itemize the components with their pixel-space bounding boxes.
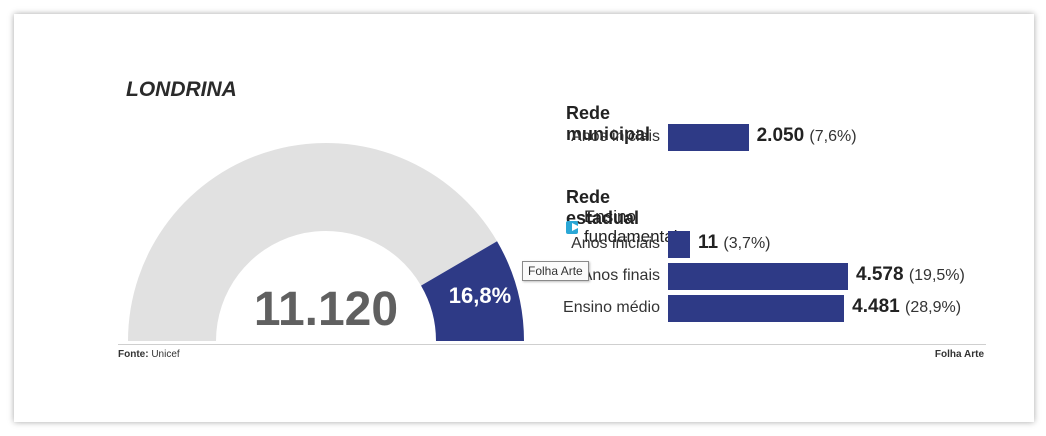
bar-subgroup-title: Ensino fundamental (566, 207, 684, 247)
bar-value: 4.481 (852, 296, 900, 317)
bar-value: 4.578 (856, 264, 904, 285)
bar-group-title: Rede estadual (566, 187, 640, 228)
play-icon (566, 220, 580, 234)
bar-percent: (19,5%) (908, 267, 965, 284)
bar-group-title: Rede municipal (566, 103, 651, 144)
bar-category-label: Anos iniciais (571, 128, 660, 145)
bar-value-label: 4.481 (28,9%) (852, 296, 961, 318)
bar (668, 295, 845, 322)
bar-subgroup-label: Ensino fundamental (583, 207, 678, 246)
gauge-rest-segment (128, 143, 498, 341)
bar-category-label: Anos iniciais (571, 235, 660, 252)
bar-category-label: Anos finais (581, 267, 660, 284)
credit-note: Folha Arte (934, 349, 984, 360)
tooltip: Folha Arte (522, 261, 589, 281)
chart-title: LONDRINA (126, 78, 237, 101)
gauge-highlight-segment (421, 241, 524, 341)
bar-percent: (7,6%) (809, 128, 857, 145)
bar (668, 231, 690, 258)
bar (668, 263, 848, 290)
bar (668, 124, 749, 151)
footer-divider (118, 344, 986, 345)
bar-value: 11 (698, 232, 719, 253)
source-note: Fonte: Unicef (118, 349, 180, 360)
bar-value: 2.050 (756, 125, 805, 146)
source-label: Fonte: (118, 349, 149, 360)
source-value: Unicef (151, 349, 180, 360)
bar-value-label: 2.050 (7,6%) (757, 125, 857, 147)
bar-percent: (3,7%) (723, 235, 771, 252)
bar-value-label: 4.578 (19,5%) (856, 264, 965, 286)
bar-category-label: Ensino médio (563, 299, 660, 316)
gauge-total-label: 11.120 (254, 283, 398, 336)
bar-value-label: 11 (3,7%) (698, 232, 771, 254)
bar-percent: (28,9%) (905, 299, 962, 316)
gauge-highlight-label: 16,8% (449, 283, 511, 308)
